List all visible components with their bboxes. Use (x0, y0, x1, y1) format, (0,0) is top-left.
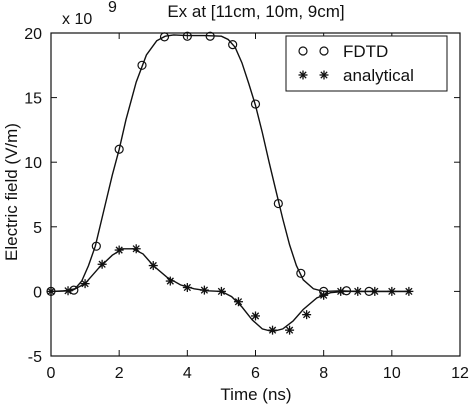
data-point-analytical (387, 286, 397, 296)
legend-label-analytical: analytical (343, 66, 414, 85)
y-tick-label: 5 (33, 220, 42, 237)
data-point-fdtd (91, 241, 101, 251)
data-point-analytical (353, 286, 363, 296)
data-point-analytical (285, 325, 295, 335)
data-point-analytical (336, 286, 346, 296)
data-point-analytical (148, 261, 158, 271)
data-point-analytical (251, 311, 260, 321)
legend-marker-fdtd (298, 46, 308, 56)
legend-box (285, 35, 448, 92)
legend-entry-analytical (298, 70, 329, 80)
series-analytical (46, 244, 414, 335)
data-point-analytical (182, 283, 192, 293)
x-tick-label: 2 (115, 365, 124, 382)
legend: FDTD analytical (285, 35, 448, 92)
data-point-analytical (114, 245, 124, 255)
x-tick-label: 10 (383, 365, 401, 382)
data-point-analytical (165, 276, 175, 286)
data-point-fdtd (296, 268, 306, 278)
data-point-analytical (216, 286, 226, 296)
y-tick-label: 20 (24, 26, 42, 43)
legend-entry-fdtd (298, 46, 329, 56)
y-multiplier: x 10 9 (62, 0, 117, 28)
data-point-analytical (80, 279, 90, 289)
x-tick-label: 8 (319, 365, 328, 382)
y-multiplier-exponent: 9 (108, 0, 117, 16)
data-point-fdtd (182, 31, 192, 41)
legend-marker-fdtd (319, 46, 329, 56)
data-point-analytical (97, 259, 107, 269)
y-axis-label: Electric field (V/m) (2, 123, 21, 261)
y-tick-label: 15 (24, 91, 42, 108)
legend-marker-analytical (298, 70, 308, 80)
data-point-analytical (404, 286, 414, 296)
data-point-analytical (370, 286, 380, 296)
data-point-analytical (233, 297, 243, 307)
x-axis-label: Time (ns) (220, 385, 291, 404)
data-point-analytical (319, 290, 329, 300)
data-point-analytical (131, 244, 141, 254)
data-point-fdtd (273, 198, 283, 209)
x-tick-label: 4 (183, 365, 192, 382)
data-point-fdtd (114, 144, 124, 154)
chart-title: Ex at [11cm, 10m, 9cm] (167, 2, 344, 21)
data-point-analytical (268, 325, 278, 335)
data-point-analytical (63, 286, 73, 296)
data-point-fdtd (250, 99, 261, 109)
y-multiplier-label: x 10 (62, 11, 92, 28)
data-point-fdtd (137, 60, 147, 70)
y-tick-label: -5 (28, 349, 42, 366)
x-tick-label: 12 (451, 365, 469, 382)
plot-area-frame (50, 32, 461, 357)
legend-label-fdtd: FDTD (343, 42, 388, 61)
tick-labels: 0 2 4 6 8 10 12 -5 0 5 10 15 20 (24, 26, 469, 382)
data-point-analytical (199, 285, 209, 295)
legend-marker-analytical (319, 70, 329, 80)
y-tick-label: 10 (24, 155, 42, 172)
x-tick-label: 6 (251, 365, 260, 382)
data-point-fdtd (205, 31, 215, 41)
data-point-analytical (302, 310, 312, 320)
data-point-fdtd (228, 40, 238, 50)
plot-series (46, 31, 414, 335)
y-tick-label: 0 (33, 284, 42, 301)
x-tick-label: 0 (47, 365, 56, 382)
